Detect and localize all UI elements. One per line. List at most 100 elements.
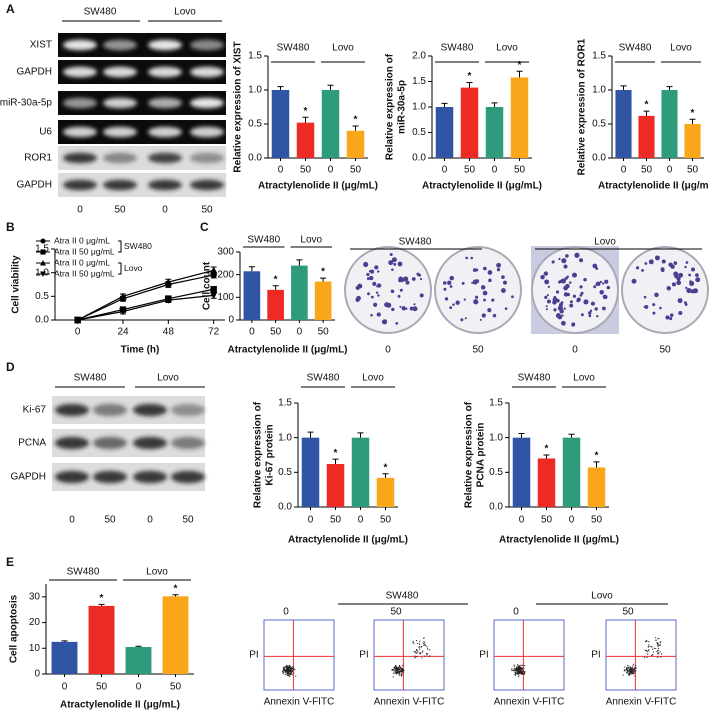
colony [369, 275, 374, 281]
colony [472, 268, 477, 272]
colony [561, 314, 564, 317]
group-label: Lovo [157, 373, 179, 384]
event [630, 670, 632, 672]
flow-y-label: PI [359, 650, 368, 661]
event [392, 672, 395, 674]
colony [405, 280, 410, 285]
colony [572, 294, 577, 298]
event [633, 667, 636, 669]
colony [599, 280, 603, 284]
series-line [77, 274, 214, 321]
y-tick-label: 1.0 [489, 432, 503, 443]
error-bar [277, 86, 284, 90]
event [401, 673, 403, 675]
marker [119, 292, 127, 300]
error-bar [689, 118, 696, 124]
legend-marker [40, 249, 46, 255]
significance: * [518, 60, 522, 71]
event [284, 669, 287, 671]
colony [684, 303, 688, 306]
marker [210, 286, 217, 293]
x-tick-label: 50 [350, 165, 362, 176]
event [292, 670, 294, 672]
colony [557, 280, 561, 284]
colony [574, 252, 580, 258]
blot-band [103, 126, 137, 138]
colony [544, 295, 548, 299]
dose-label: 50 [622, 607, 634, 618]
y-tick-label: 1.5 [592, 51, 606, 62]
event [656, 650, 658, 653]
colony [674, 274, 679, 279]
y-tick-label: 1.5 [248, 51, 262, 62]
x-tick-label: 0 [492, 165, 498, 176]
dose-label: 50 [182, 515, 194, 526]
event [657, 643, 659, 645]
event [288, 666, 290, 669]
group-label: Lovo [594, 237, 616, 248]
event [395, 673, 398, 675]
bar [51, 641, 78, 674]
event [653, 647, 656, 649]
colony [419, 278, 423, 281]
dose-label: 0 [283, 607, 289, 618]
event [521, 672, 524, 674]
colony [561, 258, 567, 264]
event [643, 656, 646, 658]
y-axis-label: Cell apoptosis [9, 594, 20, 663]
y-tick-label: 0 [34, 669, 40, 680]
event [517, 673, 519, 675]
x-axis-label: Atractylenolide II (μg/mL) [288, 535, 408, 546]
x-axis-label: Atractylenolide II (μg/mL) [227, 345, 347, 356]
event [398, 674, 400, 676]
flow-x-label: Annexin V-FITC [606, 697, 677, 708]
colony [449, 285, 453, 288]
colony [386, 302, 392, 308]
colony [367, 292, 371, 296]
colony [546, 294, 549, 297]
event [428, 655, 430, 658]
x-tick-label: 50 [514, 165, 526, 176]
bar [314, 281, 332, 320]
colony [370, 295, 374, 299]
error-bar [135, 645, 142, 647]
event [523, 673, 525, 675]
colony [644, 304, 649, 309]
y-tick-label: 0.0 [248, 153, 262, 164]
legend-group: SW480 [124, 241, 152, 251]
blot-band [93, 403, 127, 417]
event [657, 647, 660, 649]
colony [583, 277, 587, 282]
event [399, 672, 401, 674]
event [660, 656, 662, 658]
y-tick-label: 1.5 [35, 244, 49, 255]
colony [471, 281, 474, 284]
x-tick-label: 0 [297, 327, 303, 338]
event [414, 656, 416, 658]
bar [435, 107, 454, 158]
colony [363, 261, 369, 268]
colony [648, 259, 654, 265]
event [513, 665, 515, 667]
event [419, 653, 421, 655]
error-bar [307, 431, 314, 438]
event [655, 636, 657, 639]
colony [601, 282, 605, 285]
colony [677, 298, 683, 304]
x-axis-label: Atractylenolide II (μg/mL) [258, 181, 378, 192]
x-tick-label: 0 [569, 515, 575, 526]
event [286, 673, 288, 675]
blot-band [103, 97, 137, 109]
error-bar [172, 594, 179, 597]
colony [391, 257, 397, 263]
group-label: SW480 [399, 237, 432, 248]
event [284, 673, 287, 676]
x-axis-label: Atractylenolide II (μg/mL) [598, 181, 709, 192]
y-tick-label: 100 [217, 292, 234, 303]
series-line [77, 288, 214, 321]
event [289, 664, 291, 667]
event [660, 653, 663, 655]
event [398, 671, 400, 673]
colony [547, 285, 550, 289]
group-label: SW480 [247, 235, 280, 246]
